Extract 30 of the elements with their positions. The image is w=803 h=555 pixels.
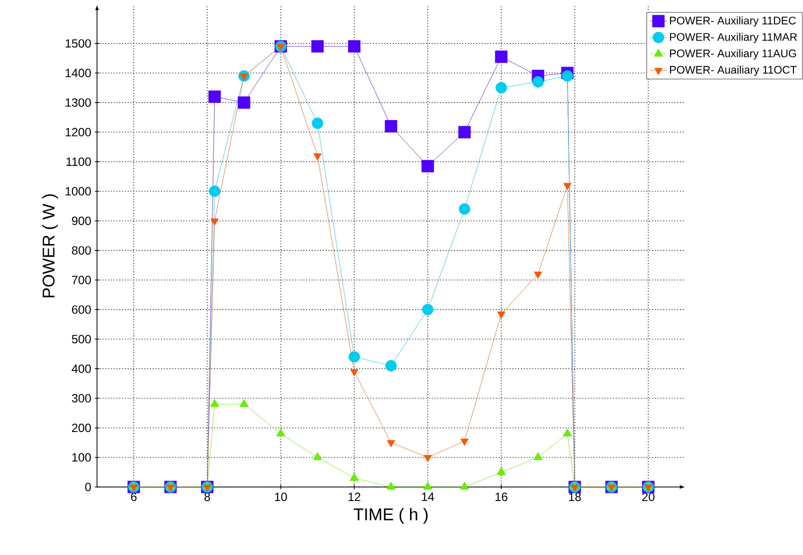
x-tick-label: 6 xyxy=(131,492,137,502)
x-tick-label: 8 xyxy=(204,492,210,502)
y-axis-title: POWER ( W ) xyxy=(42,194,58,298)
x-axis-title: TIME ( h ) xyxy=(354,508,428,524)
x-tick-label: 12 xyxy=(348,492,360,501)
y-tick-label: 1400 xyxy=(66,68,91,78)
legend-label: POWER- Auxiliary 11MAR xyxy=(670,32,797,44)
y-tick-label: 0 xyxy=(85,482,91,492)
y-tick-label: 1300 xyxy=(66,98,91,107)
y-tick-label: 1100 xyxy=(66,157,91,166)
y-tick-label: 400 xyxy=(72,364,91,373)
x-tick-label: 18 xyxy=(569,492,581,502)
x-tick-label: 14 xyxy=(422,492,434,501)
y-tick-label: 1000 xyxy=(66,187,91,196)
x-tick-label: 10 xyxy=(275,492,287,502)
legend-label: POWER- Auxiliary 11DEC xyxy=(670,16,796,27)
y-tick-label: 900 xyxy=(72,216,91,226)
y-tick-label: 1200 xyxy=(66,128,91,136)
y-tick-label: 600 xyxy=(72,305,91,314)
y-tick-label: 200 xyxy=(72,424,91,432)
legend-label: POWER- Auxiliary 11AUG xyxy=(670,49,796,60)
y-tick-label: 100 xyxy=(72,453,91,462)
x-tick-label: 16 xyxy=(496,492,508,502)
y-tick-label: 300 xyxy=(72,394,91,402)
y-tick-label: 1500 xyxy=(66,39,91,48)
y-tick-label: 500 xyxy=(72,334,91,344)
y-tick-label: 700 xyxy=(72,276,91,284)
y-tick-label: 800 xyxy=(72,246,91,255)
x-tick-label: 20 xyxy=(642,492,654,502)
legend-label: POWER- Auailiary 11OCT xyxy=(670,66,797,76)
